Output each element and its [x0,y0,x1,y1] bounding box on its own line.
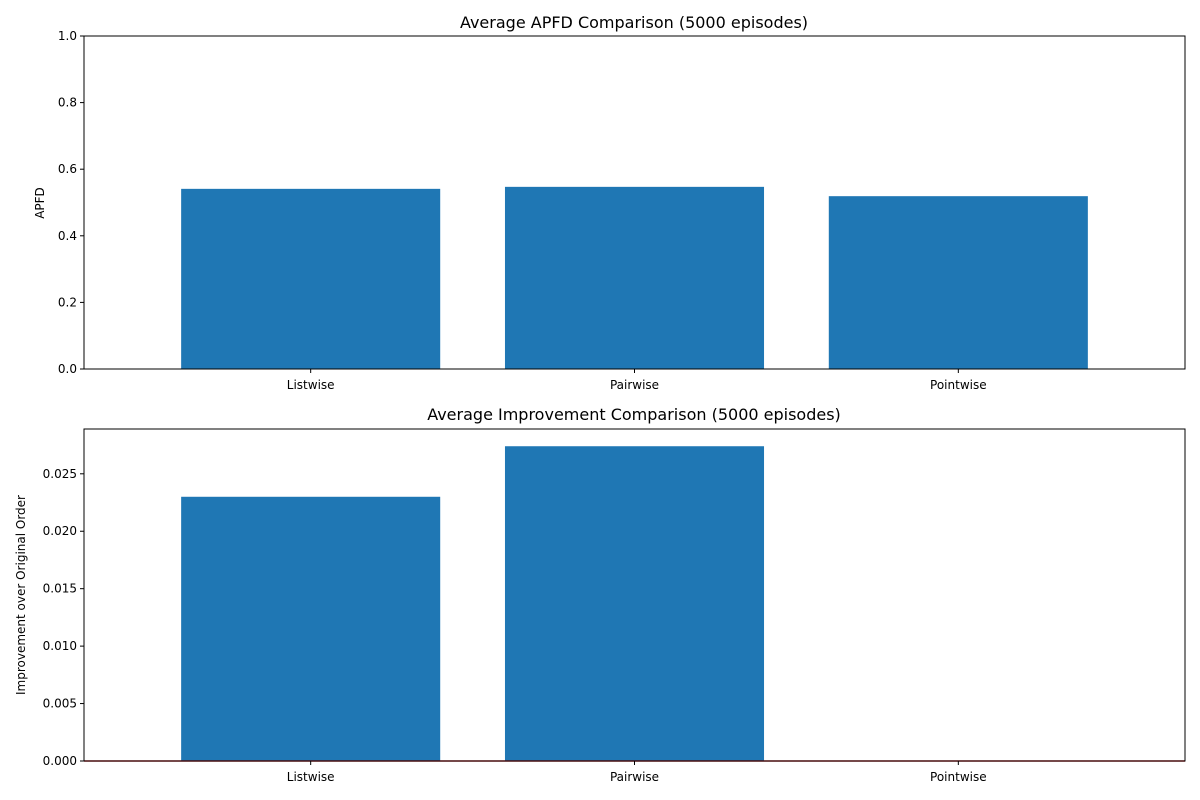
apfd-bar-pairwise [504,186,765,369]
improvement-y-axis-label: Improvement over Original Order [14,495,28,695]
improvement-y-tick-label: 0.025 [43,467,77,481]
apfd-axes-frame [83,35,1186,370]
improvement-y-tick-label: 0.005 [43,697,77,711]
apfd-x-tick-label: Listwise [287,378,335,392]
apfd-x-tick-label: Pointwise [930,378,987,392]
apfd-x-ticks: Listwise Pairwise Pointwise [287,369,987,392]
improvement-x-tick-label: Pairwise [610,770,659,784]
improvement-bar-listwise [181,496,441,761]
apfd-y-tick-label: 0.4 [58,229,77,243]
improvement-bars [181,446,765,761]
improvement-chart: Average Improvement Comparison (5000 epi… [14,405,1186,784]
apfd-x-tick-label: Pairwise [610,378,659,392]
apfd-y-ticks: 0.0 0.2 0.4 0.6 0.8 1.0 [58,29,84,376]
improvement-y-tick-label: 0.015 [43,582,77,596]
apfd-y-tick-label: 0.6 [58,162,77,176]
apfd-bars [181,186,1088,369]
improvement-y-tick-label: 0.000 [43,754,77,768]
apfd-chart-title: Average APFD Comparison (5000 episodes) [460,13,808,32]
apfd-chart: Average APFD Comparison (5000 episodes) … [33,13,1186,392]
apfd-y-tick-label: 0.0 [58,362,77,376]
improvement-bar-pairwise [504,446,765,761]
apfd-bar-listwise [181,188,441,369]
improvement-y-ticks: 0.000 0.005 0.010 0.015 0.020 0.025 [43,467,84,768]
apfd-bar-pointwise [828,196,1088,369]
apfd-y-tick-label: 1.0 [58,29,77,43]
improvement-y-tick-label: 0.010 [43,639,77,653]
improvement-axes-frame [83,428,1186,762]
improvement-x-tick-label: Pointwise [930,770,987,784]
apfd-y-tick-label: 0.8 [58,96,77,110]
improvement-y-tick-label: 0.020 [43,524,77,538]
improvement-x-tick-label: Listwise [287,770,335,784]
apfd-y-axis-label: APFD [33,187,47,219]
apfd-y-tick-label: 0.2 [58,295,77,309]
improvement-x-ticks: Listwise Pairwise Pointwise [287,761,987,784]
improvement-chart-title: Average Improvement Comparison (5000 epi… [427,405,841,424]
